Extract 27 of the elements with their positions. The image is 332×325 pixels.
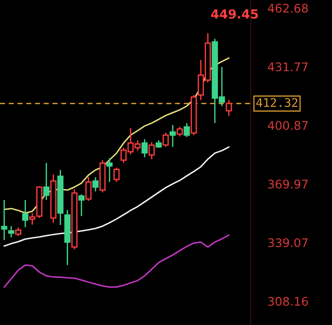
candlestick xyxy=(78,194,85,217)
candlestick xyxy=(43,162,50,201)
candlestick xyxy=(226,99,232,117)
y-tick-label: 462.68 xyxy=(268,4,308,13)
line-series xyxy=(4,234,230,288)
candlestick xyxy=(184,122,190,138)
candlestick xyxy=(113,167,120,183)
candlestick xyxy=(162,132,169,148)
candlestick xyxy=(142,138,148,158)
candlestick xyxy=(22,199,28,228)
candlestick xyxy=(170,124,176,148)
candlestick xyxy=(176,126,183,138)
line-series xyxy=(4,146,230,247)
y-tick-label: 308.16 xyxy=(268,296,308,306)
y-tick-label: 339.07 xyxy=(268,238,308,248)
y-tick-label: 431.77 xyxy=(268,62,308,72)
candlestick xyxy=(8,226,14,238)
y-tick-label: 400.87 xyxy=(268,121,308,130)
candlestick xyxy=(1,199,8,241)
ref-line-label: 412.32 xyxy=(256,98,298,108)
candlestick xyxy=(85,176,92,202)
candlestick xyxy=(29,212,36,226)
y-tick-label: 369.97 xyxy=(268,180,308,189)
candlestick xyxy=(92,176,99,192)
candlestick xyxy=(106,158,113,183)
annotation: 449.45 xyxy=(211,9,258,19)
candlestick xyxy=(148,141,155,160)
